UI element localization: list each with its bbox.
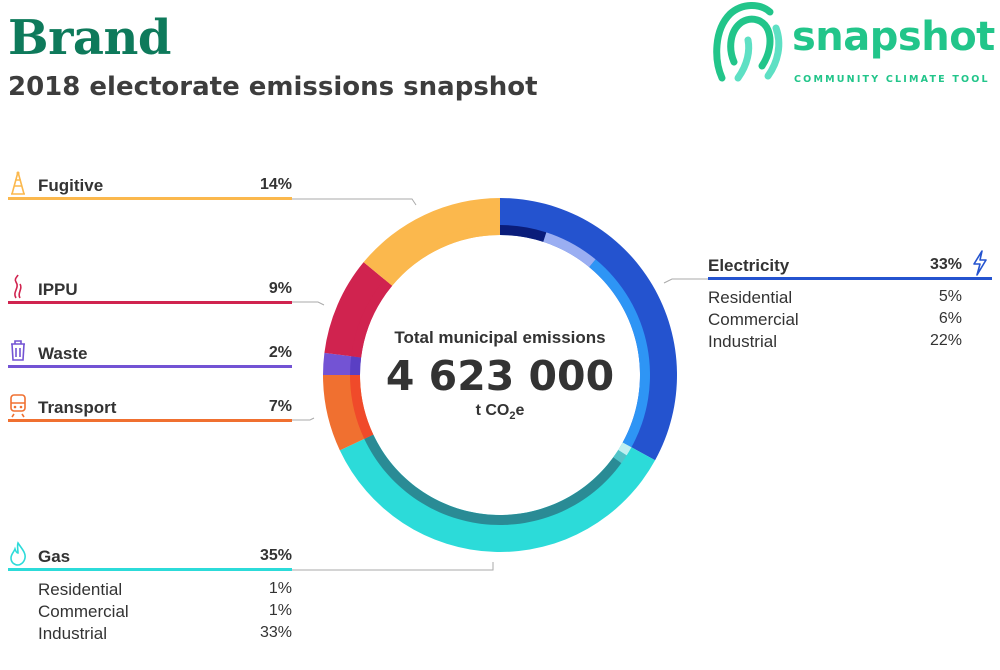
electricity-sub-residential: Residential 5%	[708, 288, 962, 307]
snapshot-logo: snapshot COMMUNITY CLIMATE TOOL	[712, 0, 1000, 92]
donut-subsegment-gas-industrial	[364, 434, 622, 525]
electricity-sub-industrial: Industrial 22%	[708, 332, 962, 351]
electricity-label: Electricity	[708, 256, 790, 275]
category-electricity: Electricity 33%	[708, 250, 992, 280]
fugitive-underline	[8, 197, 292, 200]
donut-subsegment-electricity-industrial	[589, 259, 650, 448]
waste-underline	[8, 365, 292, 368]
donut-subsegment-electricity-commercial	[543, 232, 596, 268]
logo-wordmark: snapshot	[792, 14, 995, 60]
donut-segment-ippu	[324, 262, 393, 358]
transport-pct: 7%	[268, 398, 292, 415]
total-emissions-value: 4 623 000	[385, 352, 615, 400]
connector-lines	[292, 198, 708, 571]
donut-subsegment-fugitive-fugitive	[384, 225, 500, 286]
transport-label: Transport	[38, 398, 117, 417]
flame-icon	[10, 541, 26, 566]
gas-sub-industrial: Industrial 33%	[38, 624, 292, 643]
trash-icon	[11, 340, 25, 361]
donut-subsegment-waste-waste	[350, 356, 362, 375]
brand-title: Brand	[8, 10, 171, 66]
gas-pct: 35%	[259, 547, 292, 564]
gas-sub-commercial: Commercial 1%	[38, 602, 292, 621]
electricity-pct: 33%	[929, 256, 962, 273]
donut-subsegment-gas-residential	[618, 442, 632, 456]
donut-segment-gas	[339, 434, 656, 552]
donut-subsegment-electricity-residential	[500, 225, 547, 242]
ippu-label: IPPU	[38, 280, 78, 299]
logo-tagline: COMMUNITY CLIMATE TOOL	[794, 74, 990, 85]
ippu-pct: 9%	[268, 280, 292, 297]
category-ippu: IPPU 9%	[8, 274, 292, 304]
electricity-underline	[708, 277, 992, 280]
donut-subsegment-transport-transport	[350, 375, 374, 439]
lightning-icon	[973, 250, 987, 276]
train-icon	[10, 394, 26, 418]
fugitive-pct: 14%	[259, 176, 292, 193]
page-subtitle: 2018 electorate emissions snapshot	[8, 72, 538, 102]
category-fugitive: Fugitive 14%	[8, 171, 292, 200]
waste-label: Waste	[38, 344, 88, 363]
electricity-sub-commercial: Commercial 6%	[708, 310, 962, 329]
center-title: Total municipal emissions	[394, 328, 606, 347]
emissions-unit: t CO2e	[475, 402, 525, 423]
transport-underline	[8, 419, 292, 422]
ippu-underline	[8, 301, 292, 304]
category-waste: Waste 2%	[8, 340, 292, 368]
fingerprint-icon	[713, 2, 783, 82]
fugitive-label: Fugitive	[38, 176, 104, 195]
gas-underline	[8, 568, 292, 571]
category-gas: Gas 35%	[8, 541, 292, 571]
smoke-icon	[14, 274, 22, 299]
donut-subsegment-ippu-ippu	[351, 279, 393, 358]
waste-pct: 2%	[268, 344, 292, 361]
gas-sub-residential: Residential 1%	[38, 580, 292, 599]
gas-label: Gas	[38, 547, 71, 566]
oil-rig-icon	[11, 171, 25, 195]
donut-segment-electricity	[500, 198, 677, 461]
category-transport: Transport 7%	[8, 394, 292, 422]
donut-subsegment-gas-commercial	[613, 450, 627, 464]
